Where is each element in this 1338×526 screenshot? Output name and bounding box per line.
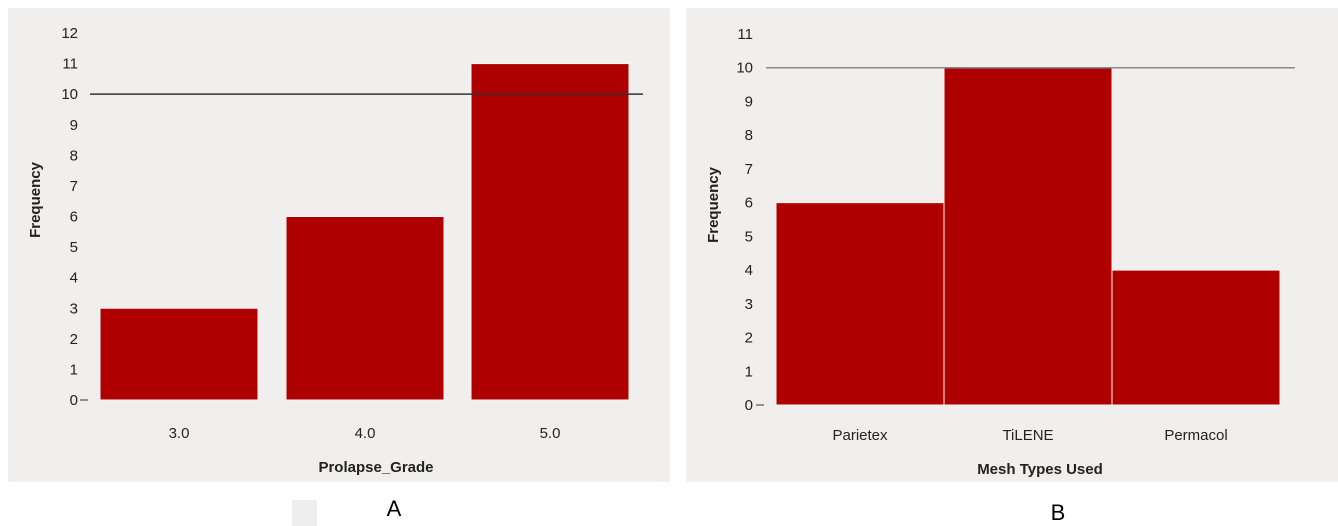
- chart-b-x-axis-title: Mesh Types Used: [977, 461, 1103, 478]
- chart-b-bar-parietex: [775, 202, 945, 406]
- chart-b-y-tick-label: 8: [745, 127, 753, 144]
- chart-b-x-tick-label: Permacol: [1164, 427, 1227, 444]
- chart-b-y-tick-label: 7: [745, 161, 753, 178]
- legend-swatch: [292, 500, 317, 526]
- chart-b-y-tick-label: 3: [745, 296, 753, 313]
- chart-b-y-tick-label: 9: [745, 93, 753, 110]
- chart-a-y-tick-label: 2: [70, 331, 78, 348]
- chart-a-y-axis-title: Frequency: [27, 161, 44, 238]
- chart-a-y-tick-label: 9: [70, 117, 78, 134]
- chart-a-y-tick-label: 8: [70, 147, 78, 164]
- chart-a-bar-3-0: [99, 307, 259, 401]
- chart-b-y-tick-label: 1: [745, 363, 753, 380]
- chart-a-y-tick-label: 6: [70, 209, 78, 226]
- chart-a-y-tick-label: 7: [70, 178, 78, 195]
- chart-b-y-tick-label: 2: [745, 330, 753, 347]
- chart-a-panel-label: A: [387, 496, 402, 521]
- chart-b-panel-label: B: [1051, 500, 1066, 525]
- chart-b-y-axis-title: Frequency: [705, 166, 722, 243]
- chart-b-x-tick-label: TiLENE: [1002, 427, 1053, 444]
- chart-a-y-tick-label: 1: [70, 361, 78, 378]
- chart-a-x-axis-title: Prolapse_Grade: [318, 459, 433, 476]
- chart-a-bar-5-0: [470, 63, 630, 401]
- chart-a-y-tick-label: 5: [70, 239, 78, 256]
- chart-b-y-tick-label: 0: [745, 397, 753, 414]
- chart-b-y-tick-label: 10: [736, 60, 753, 77]
- chart-b-marks: 0 1 2 3 4 5 6 7 8 9 10 11 Parietex TiLENE Permacol: [736, 26, 1295, 444]
- chart-a-y-tick-label: 10: [61, 86, 78, 103]
- chart-b-x-tick-label: Parietex: [832, 427, 888, 444]
- chart-b-bar-tilene: [943, 67, 1113, 406]
- chart-a-x-tick-label: 4.0: [355, 425, 376, 442]
- chart-a-y-tick-label: 12: [61, 25, 78, 42]
- chart-a-y-tick-label: 4: [70, 270, 78, 287]
- chart-a-y-tick-label: 0: [70, 392, 78, 409]
- chart-b-y-tick-label: 11: [737, 26, 753, 43]
- chart-a-y-tick-label: 11: [62, 56, 78, 73]
- chart-b-y-tick-label: 5: [745, 228, 753, 245]
- chart-b-bar-permacol: [1111, 269, 1281, 406]
- chart-b-y-tick-label: 6: [745, 195, 753, 212]
- chart-a-x-tick-label: 3.0: [169, 425, 190, 442]
- chart-a-y-tick-label: 3: [70, 300, 78, 317]
- chart-a-x-tick-label: 5.0: [540, 425, 561, 442]
- chart-b-y-tick-label: 4: [745, 262, 753, 279]
- chart-panel-b: 0 1 2 3 4 5 6 7 8 9 10 11 Parietex TiLENE Permacol Mes…: [686, 8, 1338, 525]
- chart-a-bar-4-0: [285, 216, 445, 401]
